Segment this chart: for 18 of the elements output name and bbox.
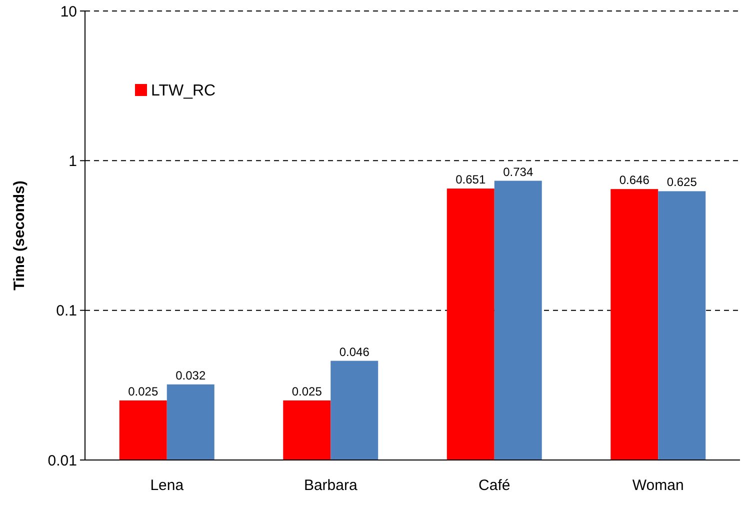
data-label: 0.025 bbox=[292, 384, 322, 398]
x-tick-label: Woman bbox=[632, 477, 684, 494]
x-tick-label: Lena bbox=[150, 477, 184, 494]
y-tick-label: 1 bbox=[68, 152, 77, 170]
data-label: 0.625 bbox=[666, 175, 698, 190]
data-label: 0.025 bbox=[128, 384, 158, 398]
y-tick-label: 10 bbox=[60, 3, 77, 20]
data-label: 0.046 bbox=[339, 344, 370, 359]
y-tick-label: 0.01 bbox=[48, 452, 77, 470]
legend-label: LTW_RC bbox=[151, 82, 216, 100]
x-tick-label: Barbara bbox=[304, 477, 358, 494]
data-label: 0.734 bbox=[503, 164, 534, 179]
y-axis-title: Time (seconds) bbox=[11, 180, 28, 290]
data-label: 0.651 bbox=[456, 172, 486, 187]
y-tick-label: 0.1 bbox=[56, 302, 77, 320]
x-tick-label: Café bbox=[478, 477, 510, 494]
data-label: 0.032 bbox=[176, 368, 206, 382]
data-label: 0.646 bbox=[619, 173, 650, 188]
